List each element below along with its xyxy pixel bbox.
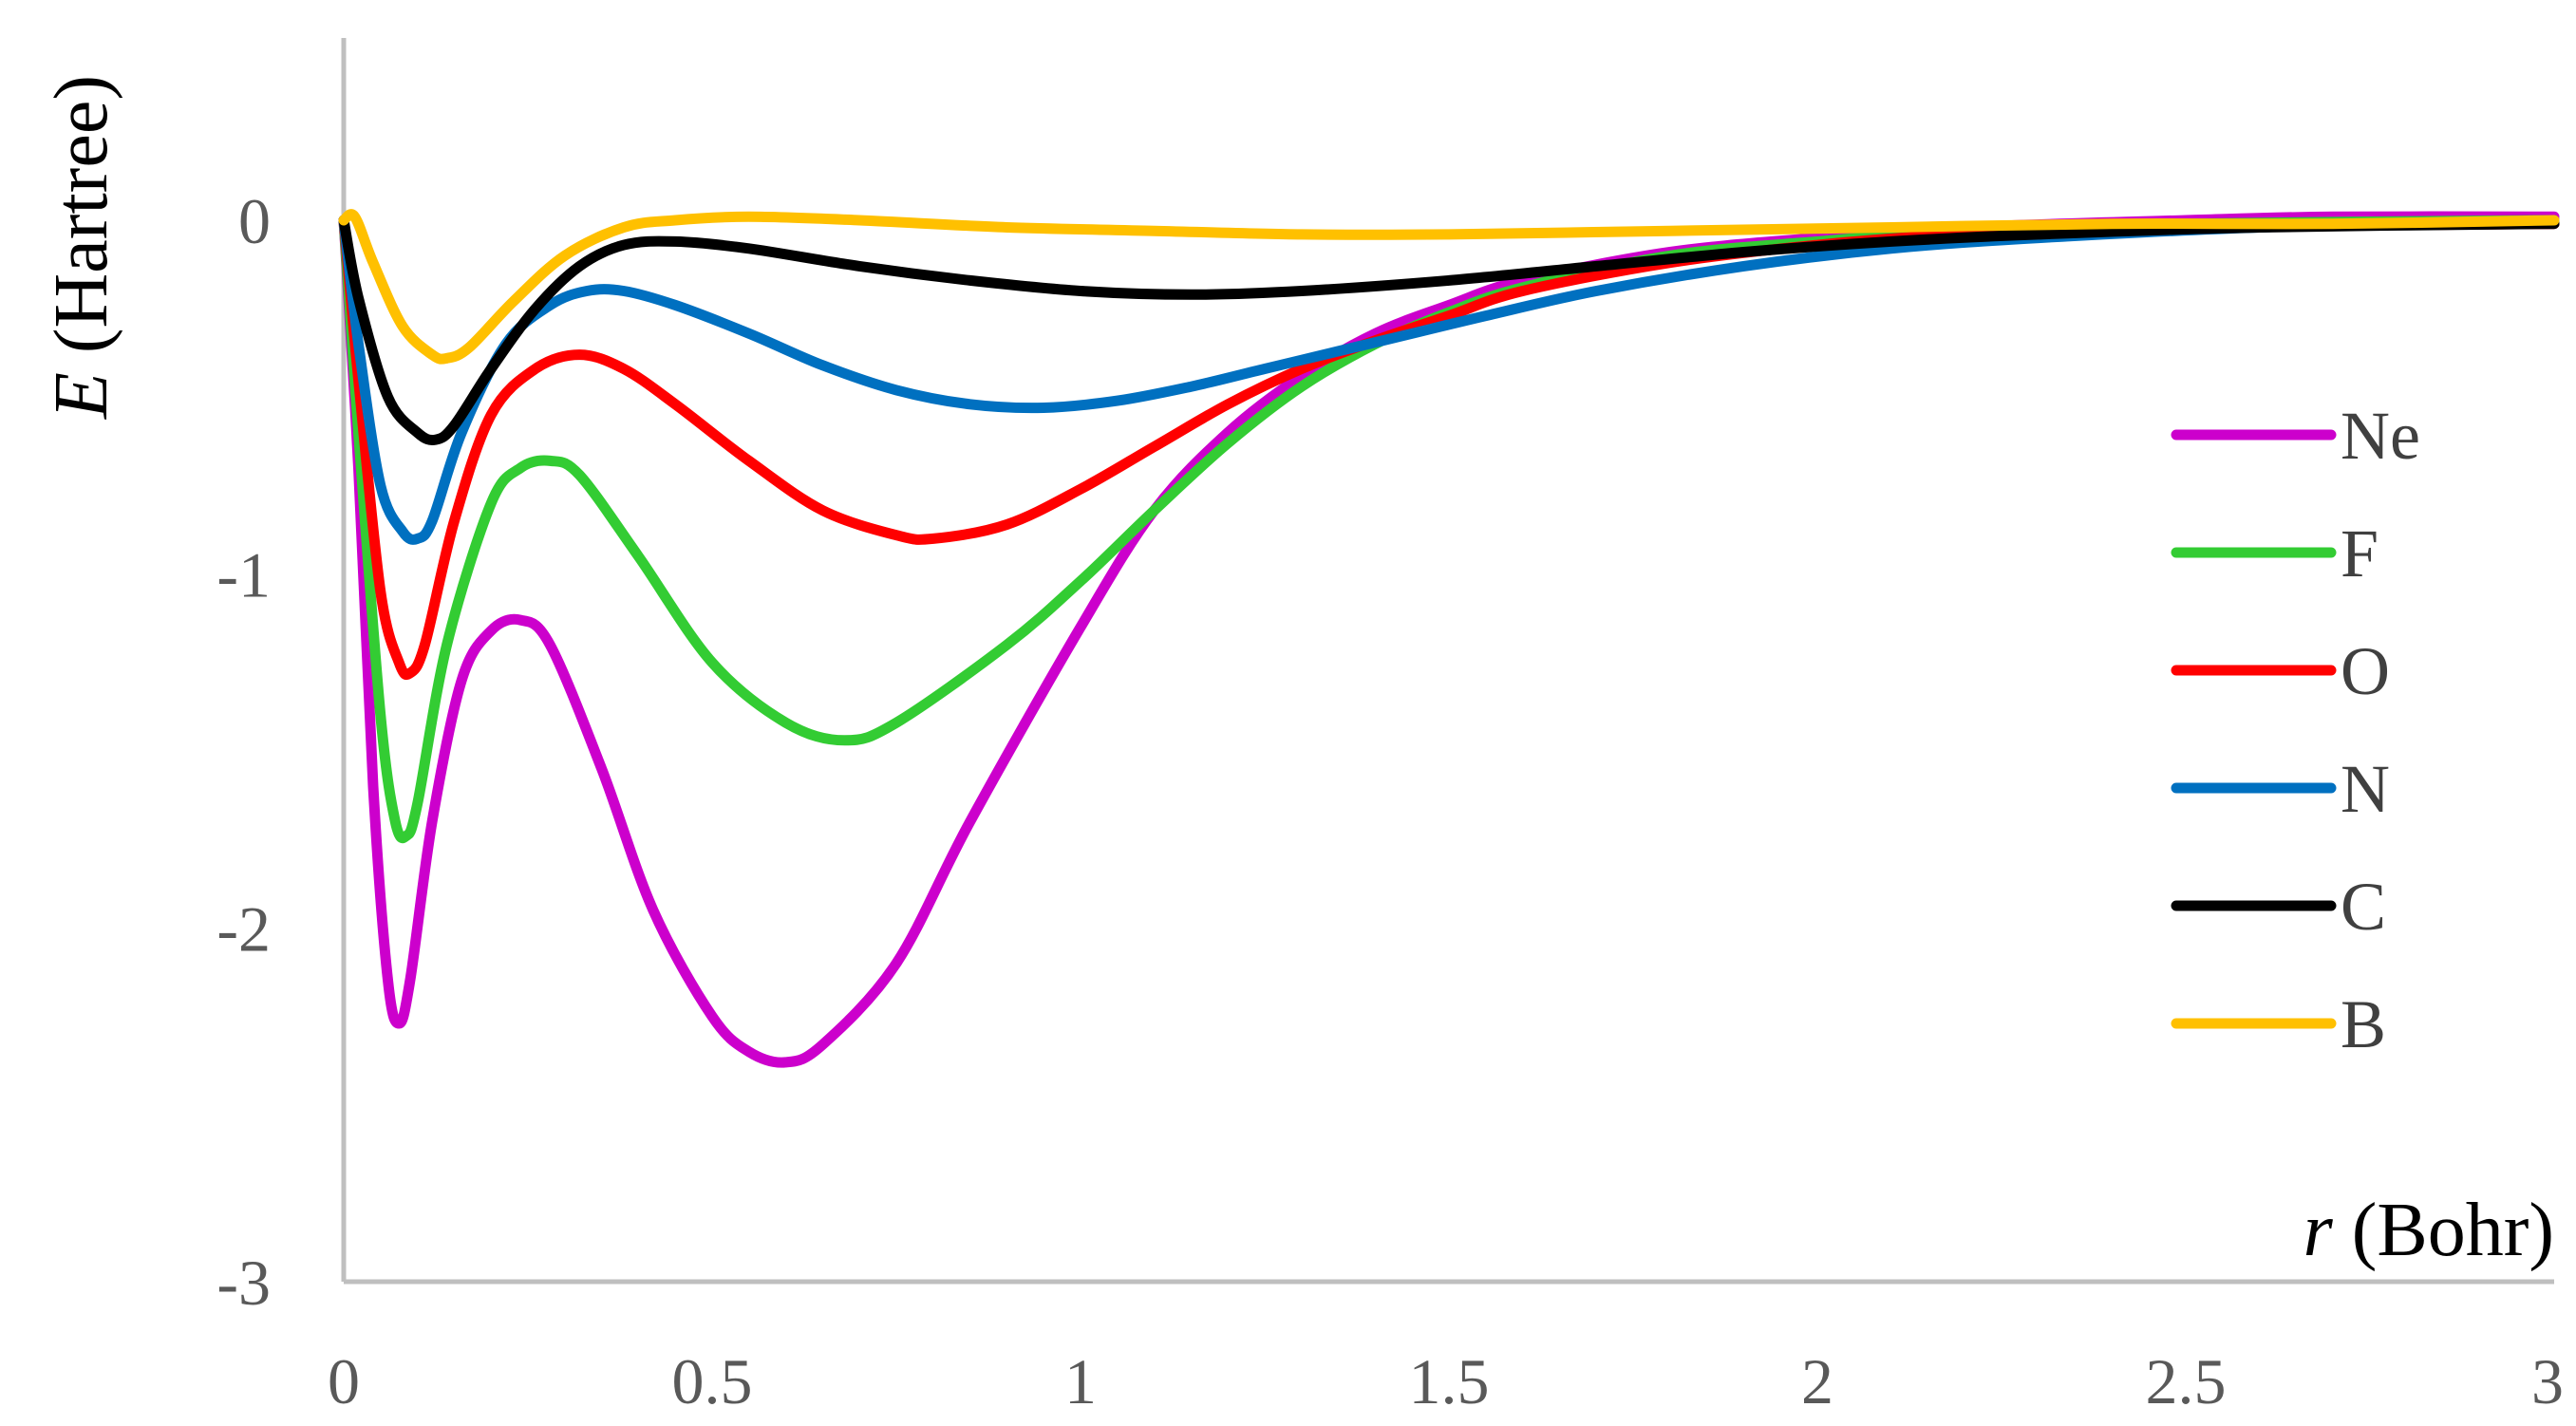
series-line-ne — [338, 211, 2560, 1068]
legend-item-c: C — [2171, 869, 2386, 945]
y-tick-label: 0 — [238, 185, 271, 257]
x-tick-label: 2.5 — [2146, 1345, 2227, 1417]
legend-item-n: N — [2171, 751, 2390, 827]
legend-item-o: O — [2171, 633, 2390, 709]
x-axis-variable: r — [2303, 1189, 2334, 1272]
y-tick-label: -3 — [216, 1247, 271, 1319]
series-line-c — [338, 215, 2560, 445]
y-tick-label: -2 — [216, 892, 271, 965]
legend-item-b: B — [2171, 986, 2386, 1062]
x-tick-label: 3 — [2531, 1345, 2564, 1417]
x-axis-unit: (Bohr) — [2352, 1189, 2554, 1272]
x-tick-label: 0.5 — [672, 1345, 753, 1417]
y-tick-label: -1 — [216, 539, 271, 611]
x-tick-label: 0 — [328, 1345, 360, 1417]
x-tick-label: 1 — [1064, 1345, 1097, 1417]
legend-label: C — [2341, 869, 2386, 945]
legend-label: F — [2341, 516, 2379, 591]
series-line-n — [338, 215, 2560, 545]
series-line-b — [338, 209, 2560, 365]
y-axis-variable: E — [40, 372, 123, 420]
x-axis-title: r (Bohr) — [2303, 1189, 2554, 1272]
tick-labels: 0 0.5 1 1.5 2 2.5 3 0 -1 -2 -3 — [216, 185, 2564, 1417]
legend-label: N — [2341, 751, 2390, 827]
legend-label: O — [2341, 633, 2390, 709]
legend-item-f: F — [2171, 516, 2379, 591]
x-tick-label: 2 — [1801, 1345, 1833, 1417]
y-axis-title: E (Hartree) — [40, 75, 123, 420]
series-group — [338, 209, 2560, 1068]
legend-item-ne: Ne — [2171, 398, 2420, 474]
y-axis-unit: (Hartree) — [40, 75, 123, 353]
x-tick-label: 1.5 — [1409, 1345, 1490, 1417]
legend-label: B — [2341, 986, 2386, 1062]
legend-label: Ne — [2341, 398, 2420, 474]
